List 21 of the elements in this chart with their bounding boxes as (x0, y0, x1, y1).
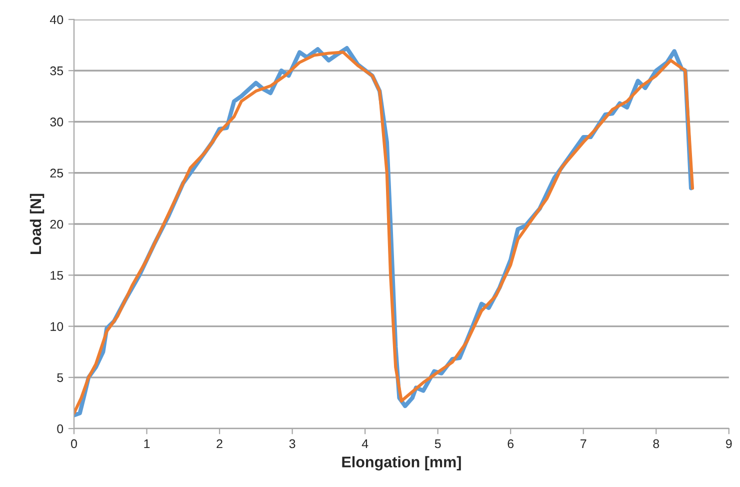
y-axis-title: Load [N] (30, 194, 44, 254)
y-tick-label: 40 (50, 15, 64, 24)
y-tick-label: 30 (50, 118, 64, 126)
x-tick-label: 9 (726, 439, 732, 448)
y-tick-label: 35 (50, 66, 64, 76)
x-tick-label: 6 (508, 439, 514, 448)
y-tick-label: 10 (50, 322, 64, 331)
x-axis-title: Elongation [mm] (342, 456, 461, 470)
y-tick-label: 15 (50, 271, 64, 280)
x-tick-label: 8 (653, 439, 660, 448)
x-tick-label: 4 (362, 439, 368, 448)
x-tick-label: 3 (289, 439, 296, 448)
y-tick-label: 0 (57, 424, 64, 434)
x-tick-label: 5 (434, 439, 441, 448)
x-tick-label: 0 (71, 439, 77, 448)
x-tick-label: 7 (580, 439, 586, 448)
y-tick-label: 5 (57, 373, 64, 382)
x-tick-label: 2 (216, 439, 222, 448)
y-tick-label: 20 (50, 220, 64, 229)
y-tick-label: 25 (50, 168, 64, 178)
x-tick-label: 1 (144, 439, 150, 448)
